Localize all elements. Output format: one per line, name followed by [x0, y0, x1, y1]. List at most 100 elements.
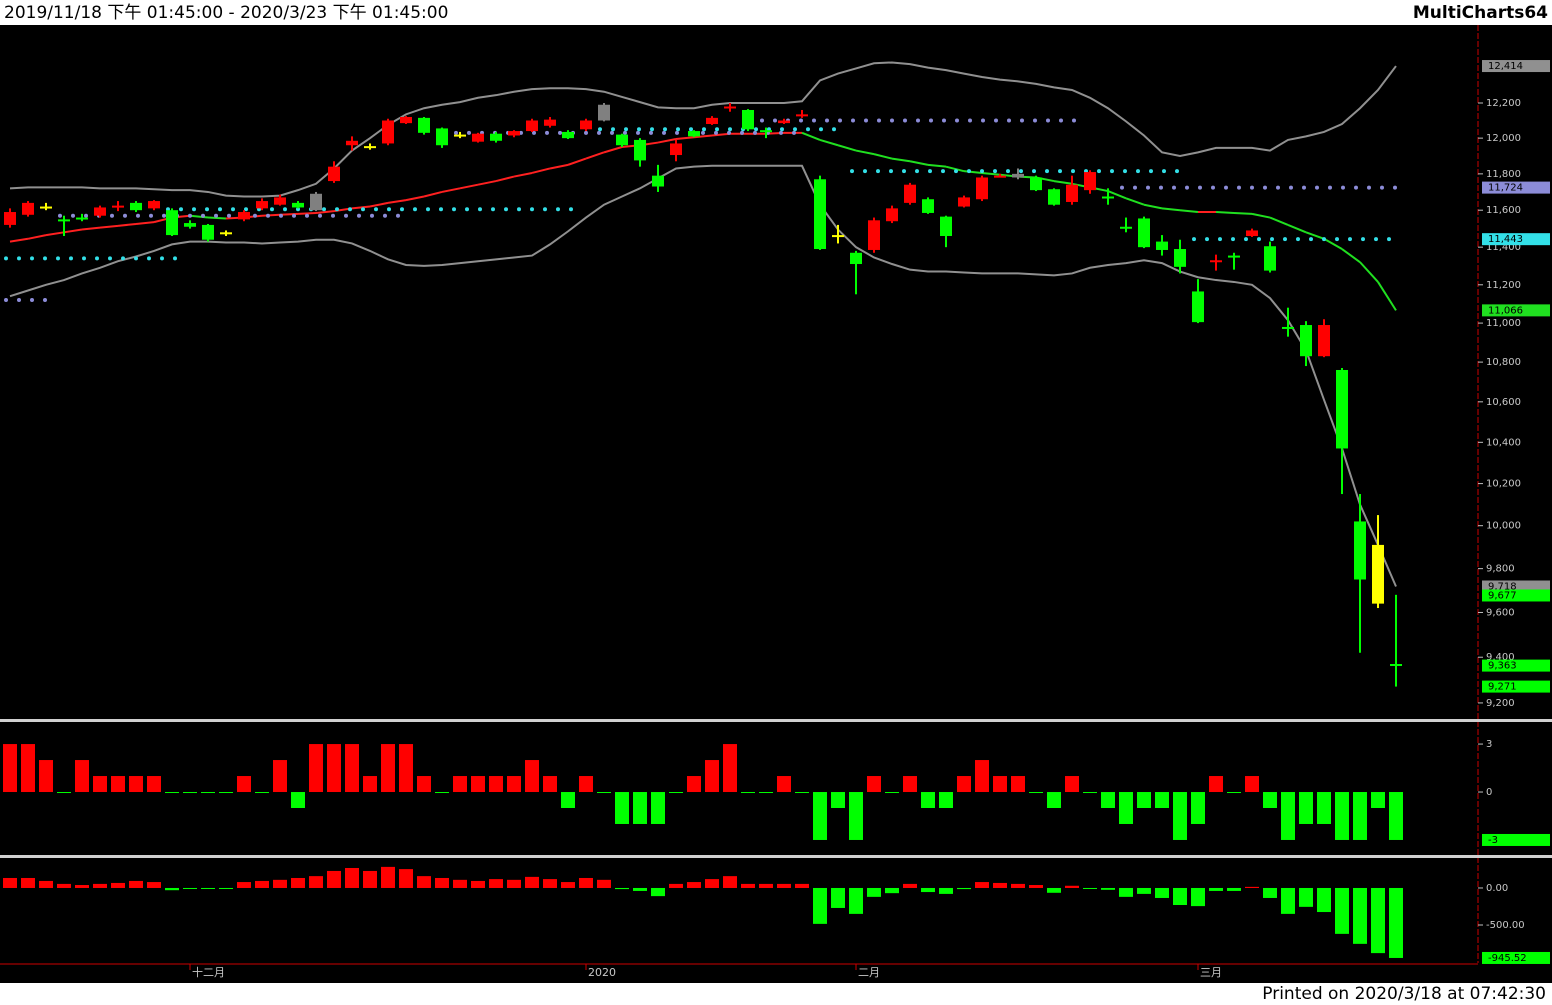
histogram-bar — [1101, 792, 1115, 809]
band-middle-segment — [1359, 261, 1379, 283]
price-tag-label: 12,414 — [1488, 61, 1523, 72]
y-tick-label: 3 — [1486, 739, 1492, 750]
histogram-bar — [1155, 887, 1169, 898]
band-middle-segment — [1377, 281, 1397, 311]
stop-dot — [556, 207, 560, 212]
stop-dot — [902, 169, 906, 174]
y-tick-label: 0 — [1486, 787, 1492, 798]
histogram-bar — [1299, 792, 1313, 824]
stop-dot — [1149, 169, 1153, 174]
footer-bar — [0, 983, 1552, 1005]
stop-dot — [283, 207, 287, 212]
stop-dot — [981, 118, 985, 123]
stop-dot — [478, 207, 482, 212]
histogram-bar — [1335, 792, 1349, 840]
band-middle-segment — [909, 160, 929, 166]
candle-body — [1282, 326, 1294, 329]
stop-dot — [136, 213, 140, 218]
candle-body — [472, 133, 484, 142]
candle-body — [112, 205, 124, 208]
candle-body — [220, 232, 232, 235]
stop-dot — [1231, 237, 1235, 242]
candle-body — [4, 212, 16, 225]
stop-dot — [1020, 118, 1024, 123]
stop-dot — [825, 118, 829, 123]
stop-dot — [439, 207, 443, 212]
stop-dot — [1136, 169, 1140, 174]
band-middle-segment — [693, 134, 713, 139]
band-middle-segment — [819, 138, 839, 147]
histogram-bar — [561, 792, 575, 809]
histogram-bar — [273, 879, 287, 888]
histogram-bar — [993, 776, 1007, 793]
candle-body — [922, 199, 934, 213]
candle-body — [238, 212, 250, 220]
stop-dot — [396, 213, 400, 218]
stop-dot — [344, 213, 348, 218]
histogram-bar — [1209, 776, 1223, 793]
histogram-bar — [651, 792, 665, 824]
histogram-bar — [615, 792, 629, 824]
candle-body — [688, 131, 700, 137]
stop-dot — [218, 207, 222, 212]
histogram-bar — [939, 887, 953, 894]
panel-separator — [0, 719, 1552, 722]
stop-dot — [147, 256, 151, 261]
stop-dot — [676, 127, 680, 132]
stop-dot — [279, 213, 283, 218]
histogram-bar — [1137, 792, 1151, 809]
histogram-bar — [1011, 776, 1025, 793]
stop-dot — [266, 213, 270, 218]
band-middle-segment — [315, 210, 335, 214]
histogram-bar — [795, 792, 809, 794]
histogram-bar — [147, 882, 161, 888]
histogram-bar — [633, 792, 647, 824]
band-middle-segment — [405, 195, 425, 202]
histogram-bar — [201, 887, 215, 889]
stop-dot — [1263, 185, 1267, 190]
band-upper — [9, 61, 1397, 198]
x-tick-label: 二月 — [858, 966, 880, 979]
candle-body — [130, 202, 142, 211]
stop-dot — [1146, 185, 1150, 190]
histogram-bar — [633, 887, 647, 891]
histogram-bar — [1119, 887, 1133, 897]
candle-body — [1354, 521, 1366, 580]
histogram-bar — [93, 776, 107, 793]
histogram-bar — [597, 879, 611, 888]
stop-dot — [890, 118, 894, 123]
stop-dot — [929, 118, 933, 123]
stop-dot — [1244, 237, 1248, 242]
band-middle-segment — [1143, 203, 1163, 210]
chart-area — [0, 25, 1552, 983]
histogram-bar — [777, 776, 791, 793]
candle-body — [490, 133, 502, 141]
stop-dot — [1387, 237, 1391, 242]
histogram-bar — [147, 776, 161, 793]
histogram-bar — [399, 744, 413, 793]
band-middle-segment — [369, 201, 389, 208]
stop-dot — [82, 256, 86, 261]
histogram-bar — [165, 792, 179, 794]
histogram-bar — [489, 879, 503, 888]
y-tick-label: 9,400 — [1486, 652, 1515, 663]
stop-dot — [851, 118, 855, 123]
price-tag-label: 11,724 — [1488, 183, 1523, 194]
histogram-bar — [129, 880, 143, 888]
stop-dot — [954, 169, 958, 174]
band-middle-segment — [891, 157, 911, 163]
stop-dot — [387, 207, 391, 212]
band-middle-segment — [1287, 223, 1307, 234]
histogram-bar — [795, 883, 809, 888]
stop-dot — [1224, 185, 1228, 190]
band-middle-segment — [567, 157, 587, 166]
stop-dot — [980, 169, 984, 174]
stop-dot — [1211, 185, 1215, 190]
stop-dot — [928, 169, 932, 174]
panel-separator — [0, 855, 1552, 858]
stop-dot — [517, 207, 521, 212]
stop-dot — [1341, 185, 1345, 190]
stop-dot — [779, 130, 783, 135]
stop-dot — [1315, 185, 1319, 190]
band-middle-segment — [1107, 190, 1127, 200]
